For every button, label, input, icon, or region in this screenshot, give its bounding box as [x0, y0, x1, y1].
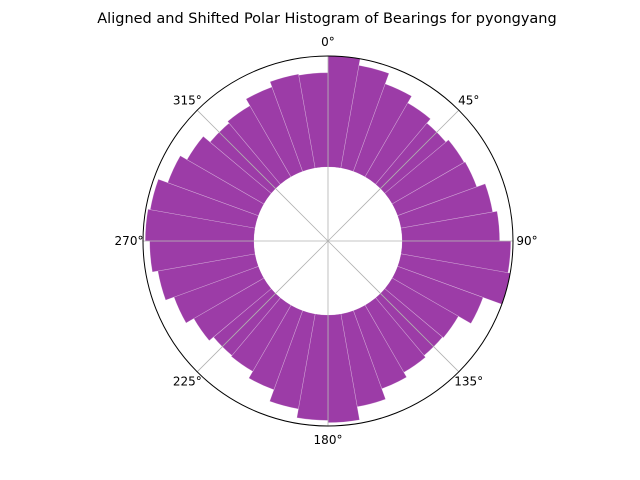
angle-tick-label: 270°: [115, 234, 144, 248]
angle-tick-label: 180°: [314, 433, 343, 447]
angle-tick-label: 315°: [173, 93, 202, 107]
angle-tick-label: 0°: [321, 35, 335, 49]
polar-frame: [142, 55, 514, 427]
angle-tick-label: 135°: [454, 375, 483, 389]
angle-tick-label: 225°: [173, 375, 202, 389]
radial-gridline: [327, 109, 460, 242]
radial-gridline: [196, 109, 329, 242]
angle-labels: 0° 45° 90° 135° 180° 225° 270° 315°: [115, 35, 538, 447]
bars-layer: [144, 55, 512, 423]
grid-layer: [142, 55, 514, 427]
chart-title: Aligned and Shifted Polar Histogram of B…: [97, 11, 556, 27]
angle-tick-label: 90°: [516, 234, 537, 248]
radial-gridline: [196, 240, 329, 373]
radial-gridline: [327, 240, 460, 373]
angle-tick-label: 45°: [458, 93, 479, 107]
